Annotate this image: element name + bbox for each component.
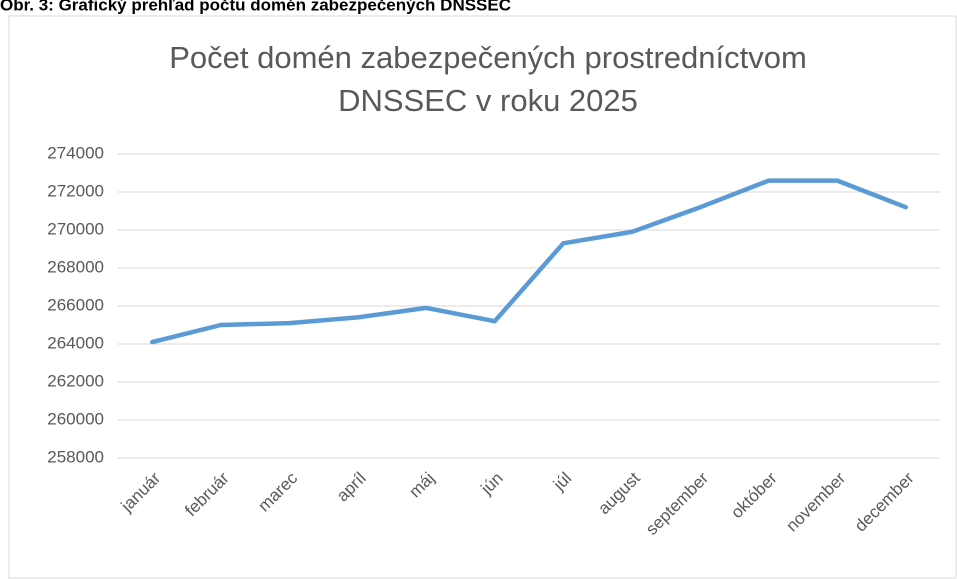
chart-title: DNSSEC v roku 2025 <box>338 83 638 118</box>
y-tick-label: 264000 <box>47 333 104 352</box>
y-tick-label: 266000 <box>47 295 104 314</box>
caption: Obr. 3: Grafický prehľad počtu domén zab… <box>0 0 511 14</box>
y-tick-label: 274000 <box>47 143 104 162</box>
y-tick-label: 268000 <box>47 257 104 276</box>
y-tick-label: 262000 <box>47 371 104 390</box>
y-tick-label: 258000 <box>47 447 104 466</box>
y-tick-label: 270000 <box>47 219 104 238</box>
chart-frame <box>8 15 957 579</box>
y-tick-label: 272000 <box>47 181 104 200</box>
data-line <box>150 178 908 345</box>
y-tick-label: 260000 <box>47 409 104 428</box>
chart-title: Počet domén zabezpečených prostredníctvo… <box>169 40 807 75</box>
